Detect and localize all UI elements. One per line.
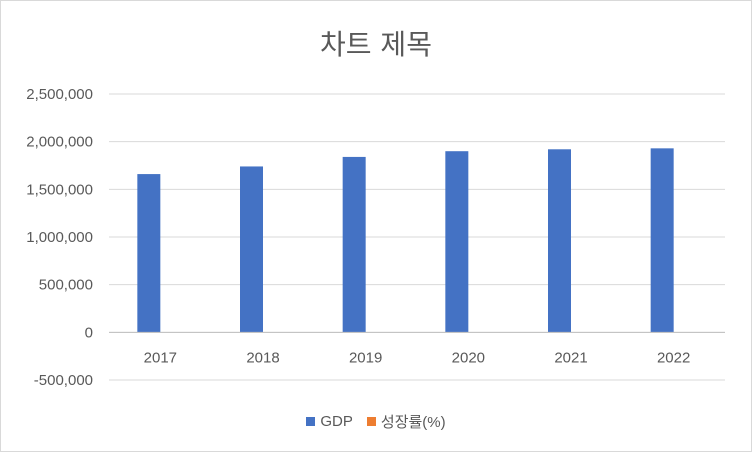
legend-item-growth: 성장률(%) bbox=[366, 411, 446, 432]
legend-label-gdp: GDP bbox=[320, 413, 353, 430]
y-tick-label: 2,000,000 bbox=[26, 134, 93, 151]
y-tick-label: 0 bbox=[85, 324, 93, 341]
x-tick-label: 2022 bbox=[657, 349, 690, 366]
x-tick-label: 2017 bbox=[144, 349, 177, 366]
x-tick-label: 2020 bbox=[452, 349, 485, 366]
y-tick-label: 500,000 bbox=[39, 277, 93, 294]
legend-label-growth: 성장률(%) bbox=[380, 414, 446, 431]
bar-gdp bbox=[342, 156, 366, 333]
y-tick-label: -500,000 bbox=[34, 372, 93, 389]
bar-gdp bbox=[137, 174, 161, 333]
bar-gdp bbox=[445, 151, 469, 333]
x-tick-label: 2019 bbox=[349, 349, 382, 366]
chart-legend: GDP 성장률(%) bbox=[1, 411, 751, 432]
x-tick-label: 2021 bbox=[554, 349, 587, 366]
y-tick-label: 1,500,000 bbox=[26, 181, 93, 198]
legend-item-gdp: GDP bbox=[306, 411, 353, 432]
chart-title: 차트 제목 bbox=[320, 28, 432, 61]
bar-gdp bbox=[240, 166, 263, 333]
y-tick-label: 1,000,000 bbox=[26, 229, 93, 246]
y-tick-label: 2,500,000 bbox=[26, 86, 93, 103]
bar-gdp bbox=[548, 149, 571, 333]
bar-gdp bbox=[650, 148, 674, 333]
x-tick-label: 2018 bbox=[246, 349, 279, 366]
legend-swatch-growth bbox=[366, 417, 376, 426]
legend-swatch-gdp bbox=[306, 417, 316, 426]
